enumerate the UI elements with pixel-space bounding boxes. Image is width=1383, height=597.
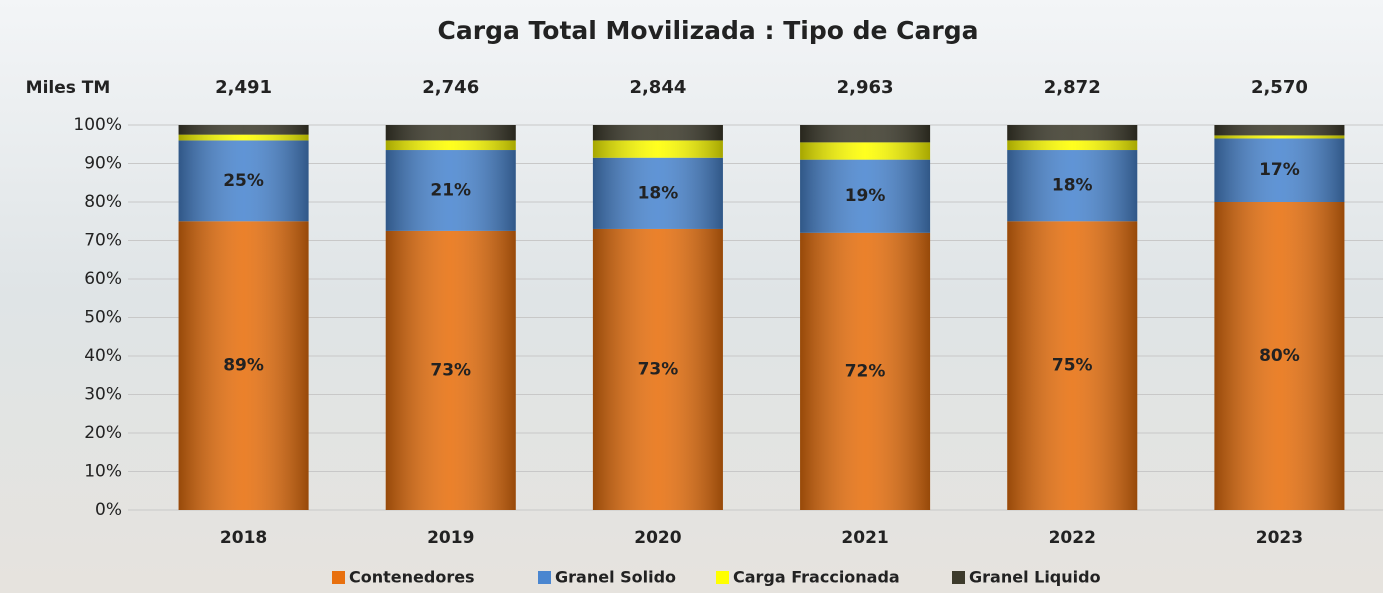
bar-shade [592,157,723,229]
y-tick-label: 70% [84,231,122,251]
bar-shade [178,125,309,135]
data-label: 73% [638,359,679,379]
bar-shade [1214,125,1345,136]
data-label: 19% [845,186,886,206]
bar-shade [1007,150,1138,222]
legend-swatch [952,571,965,584]
legend-label: Granel Solido [555,568,676,587]
data-label: 18% [1052,176,1093,196]
x-tick-label: 2023 [1256,528,1303,548]
legend-swatch [332,571,345,584]
legend-swatch [716,571,729,584]
legend-label: Carga Fraccionada [733,568,900,587]
data-label: 73% [430,360,471,380]
bar-shade [1214,202,1345,510]
y-tick-label: 20% [84,423,122,443]
bar-shade [178,134,309,141]
y-tick-label: 80% [84,192,122,212]
y-tick-label: 60% [84,269,122,289]
x-tick-label: 2020 [634,528,681,548]
data-label: 21% [430,180,471,200]
data-label: 75% [1052,356,1093,376]
data-label: 25% [223,171,264,191]
bar-shade [800,142,931,160]
bar-shade [1007,125,1138,141]
bar-shade [1214,135,1345,139]
bar-shade [592,228,723,510]
total-label: 2,491 [215,77,272,98]
y-tick-label: 90% [84,154,122,174]
total-label: 2,872 [1044,77,1101,98]
y-tick-label: 10% [84,462,122,482]
x-tick-label: 2018 [220,528,267,548]
x-tick-label: 2019 [427,528,474,548]
data-label: 72% [845,361,886,381]
bar-shade [800,232,931,511]
legend-label: Granel Liquido [969,568,1101,587]
data-label: 89% [223,356,264,376]
legend-swatch [538,571,551,584]
x-tick-label: 2022 [1049,528,1096,548]
y-axis-label: Miles TM [26,78,111,98]
bar-shade [178,221,309,510]
y-tick-label: 100% [73,115,122,135]
y-tick-label: 50% [84,308,122,328]
total-label: 2,570 [1251,77,1308,98]
bar-shade [800,125,931,143]
total-label: 2,963 [837,77,894,98]
bar-shade [800,159,931,233]
legend-label: Contenedores [349,568,475,587]
bar-shade [385,140,516,151]
bar-shade [592,140,723,158]
y-tick-label: 40% [84,346,122,366]
data-label: 17% [1259,160,1300,180]
x-tick-label: 2021 [841,528,888,548]
chart-title: Carga Total Movilizada : Tipo de Carga [438,16,979,45]
bar-shade [1007,140,1138,151]
bar-shade [385,150,516,231]
total-label: 2,844 [629,77,686,98]
bar-shade [385,230,516,510]
bar-shade [1007,221,1138,510]
data-label: 18% [638,183,679,203]
bar-shade [1214,138,1345,202]
data-label: 80% [1259,346,1300,366]
total-label: 2,746 [422,77,479,98]
y-tick-label: 30% [84,385,122,405]
y-tick-label: 0% [95,500,122,520]
bar-shade [592,125,723,141]
bar-shade [385,125,516,141]
bar-shade [178,140,309,222]
